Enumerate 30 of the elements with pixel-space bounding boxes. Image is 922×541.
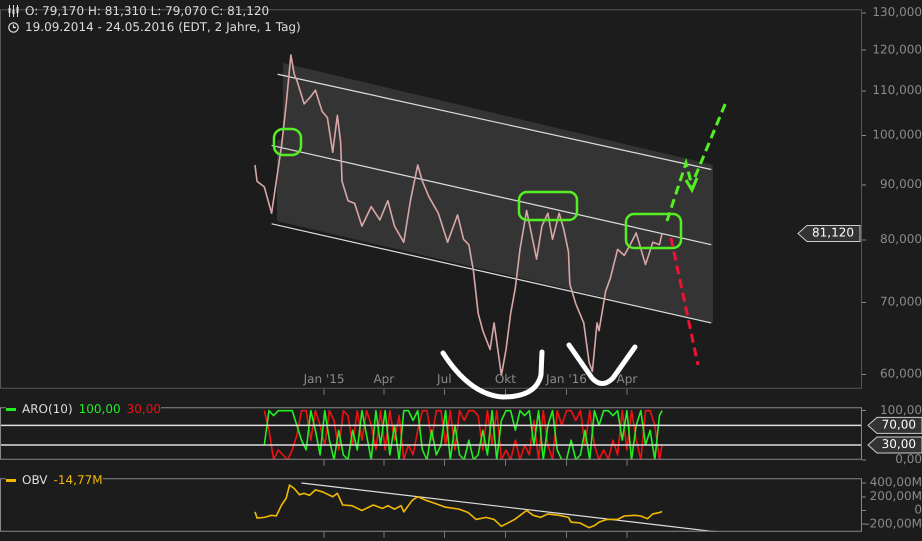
x-tick-label: Apr	[616, 372, 638, 386]
x-tick-label: Okt	[494, 372, 516, 386]
y-tick-label: 200,00M	[870, 488, 922, 503]
annotation: 100,00	[78, 402, 121, 416]
annotation: 30,00	[126, 402, 161, 416]
chart-title: O: 79,170 H: 81,310 L: 79,070 C: 81,120	[25, 3, 270, 19]
y-tick-label: 130,000	[872, 4, 922, 19]
x-tick-label: Jan '16	[545, 372, 587, 386]
ref-line-label: 30,00	[882, 437, 916, 452]
annotation: 81,120	[812, 226, 854, 240]
legend-label: OBV	[22, 473, 48, 487]
text: 19.09.2014 - 24.05.2016 (EDT, 2 Jahre, 1 Tag)	[25, 19, 301, 35]
x-tick-label: Apr	[373, 372, 394, 386]
y-tick-label: 70,000	[880, 294, 922, 309]
y-tick-label: 60,000	[880, 366, 922, 381]
y-tick-label: 400,00M	[870, 475, 922, 490]
y-tick-label: 0	[914, 502, 922, 517]
y-tick-label: 100,00	[880, 402, 922, 417]
y-tick-label: 80,000	[880, 232, 922, 246]
y-tick-label: 110,000	[872, 83, 922, 98]
y-tick-label: 0,00	[895, 452, 922, 466]
x-tick-label: Jul	[436, 372, 452, 386]
y-tick-label: 90,000	[880, 176, 922, 191]
y-tick-label: 120,000	[872, 42, 922, 56]
x-tick-label: Jan '15	[302, 372, 345, 386]
legend-label: ARO(10)	[22, 402, 73, 416]
annotation: -14,77M	[54, 473, 103, 487]
y-tick-label: -200,00M	[865, 516, 922, 530]
ref-line-label: 70,00	[882, 418, 916, 432]
y-tick-label: 100,000	[872, 128, 922, 142]
